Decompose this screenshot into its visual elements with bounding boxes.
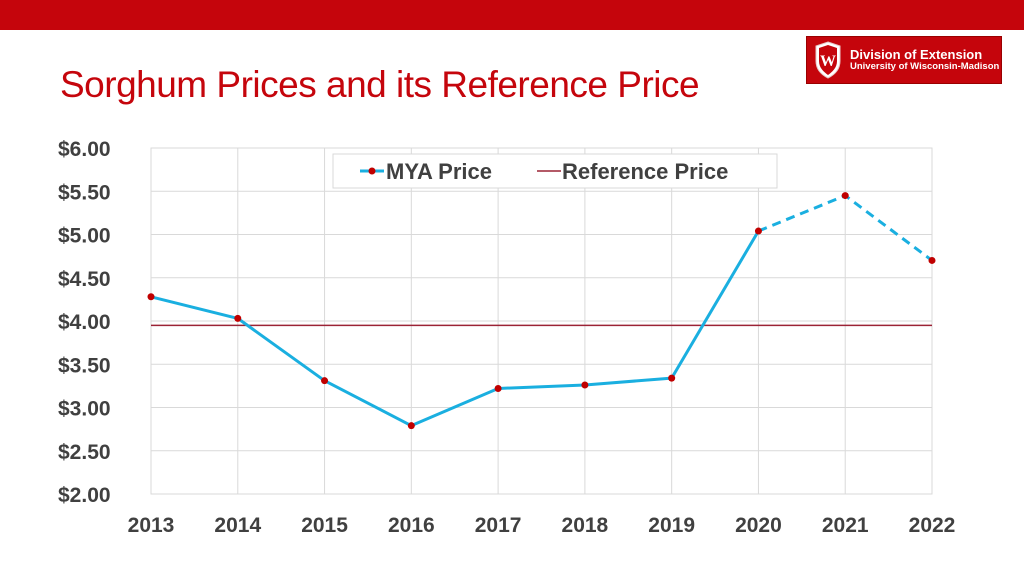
logo-line-2: University of Wisconsin-Madison (850, 60, 1000, 72)
x-tick-label: 2020 (735, 514, 782, 537)
x-tick-label: 2017 (475, 514, 522, 537)
y-tick-label: $4.00 (58, 311, 111, 334)
x-tick-label: 2022 (909, 514, 956, 537)
mya-price-point (321, 377, 329, 385)
slide-title: Sorghum Prices and its Reference Price (60, 64, 700, 105)
y-tick-label: $5.00 (58, 225, 111, 248)
mya-price-point (494, 384, 502, 392)
logo-text: Division of Extension University of Wisc… (850, 46, 1000, 73)
x-tick-label: 2019 (648, 514, 695, 537)
y-tick-label: $4.50 (58, 268, 111, 291)
y-tick-label: $3.00 (58, 398, 111, 421)
chart-legend: MYA Price Reference Price (332, 153, 778, 189)
y-tick-label: $2.00 (58, 484, 111, 507)
x-tick-label: 2018 (562, 514, 609, 537)
x-tick-label: 2021 (822, 514, 869, 537)
x-axis-ticks: 2013 2014 2015 2016 2017 2018 2019 2020 2021 2022 (128, 514, 956, 537)
x-tick-label: 2015 (301, 514, 348, 537)
top-banner (0, 0, 1024, 30)
logo-line-1: Division of Extension (850, 46, 983, 62)
mya-price-point (147, 293, 155, 301)
y-tick-label: $6.00 (58, 138, 111, 161)
mya-price-point (581, 381, 589, 389)
legend-mya-marker (368, 167, 376, 175)
y-axis-ticks: $2.00 $2.50 $3.00 $3.50 $4.00 $4.50 $5.00 $5.50… (58, 138, 111, 507)
mya-price-point (668, 374, 676, 382)
y-tick-label: $3.50 (58, 354, 111, 377)
mya-price-point (234, 314, 242, 322)
legend-reference-label: Reference Price (562, 159, 728, 184)
y-tick-label: $5.50 (58, 181, 111, 204)
series-mya-price-line (150, 230, 760, 428)
mya-price-point (754, 227, 762, 235)
uw-crest-icon: W (815, 41, 841, 79)
x-tick-label: 2014 (214, 514, 261, 537)
legend-mya-label: MYA Price (386, 159, 492, 184)
uw-extension-logo: W Division of Extension University of Wi… (806, 36, 1002, 84)
grid-lines (150, 147, 933, 495)
y-tick-label: $2.50 (58, 441, 111, 464)
series-layer (147, 192, 936, 430)
crest-letter: W (820, 53, 836, 70)
mya-price-point (928, 256, 936, 264)
mya-price-point (841, 192, 849, 200)
x-tick-label: 2013 (128, 514, 175, 537)
x-tick-label: 2016 (388, 514, 435, 537)
mya-price-point (407, 422, 415, 430)
